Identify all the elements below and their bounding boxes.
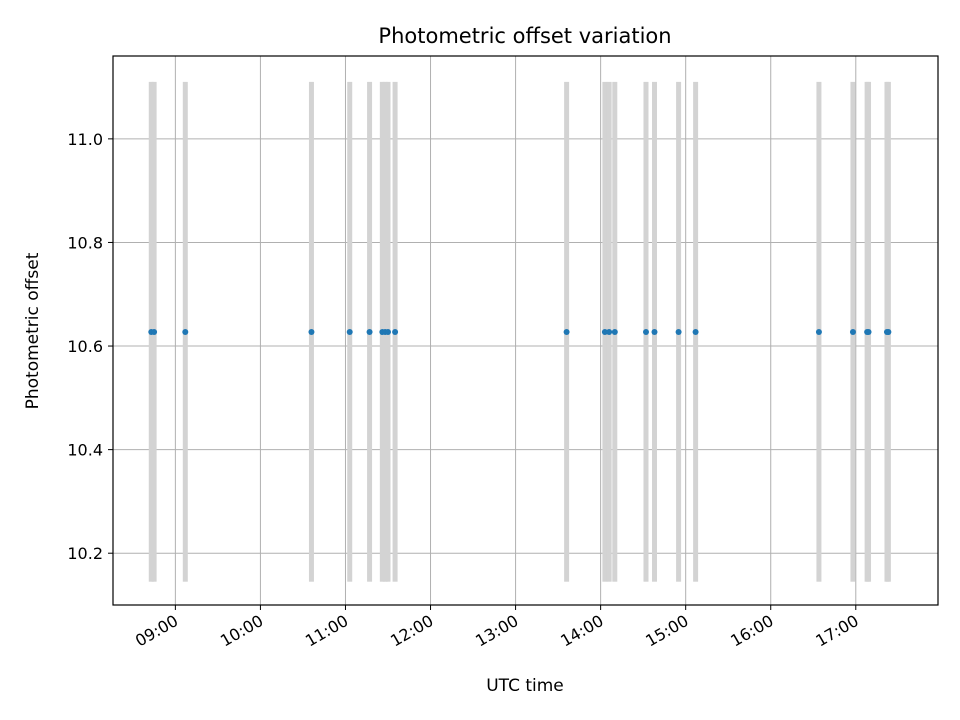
data-point: [611, 329, 618, 336]
data-point: [366, 329, 373, 336]
data-point: [385, 329, 391, 336]
data-point: [885, 329, 892, 336]
y-tick-label: 10.4: [67, 441, 103, 460]
data-point: [392, 329, 399, 336]
y-tick-label: 10.2: [67, 544, 103, 563]
data-point: [151, 329, 158, 336]
y-tick-label: 10.6: [67, 337, 103, 356]
data-point: [865, 329, 872, 336]
x-axis-label: UTC time: [486, 676, 564, 696]
data-point: [849, 329, 856, 336]
y-tick-label: 10.8: [67, 233, 103, 252]
data-point: [563, 329, 570, 336]
data-point: [606, 329, 613, 336]
data-point: [651, 329, 658, 336]
data-point: [182, 329, 189, 336]
data-point: [692, 329, 699, 336]
data-point: [308, 329, 315, 336]
y-axis-label: Photometric offset: [23, 252, 43, 409]
plot-frame: [112, 55, 939, 606]
data-point: [346, 329, 353, 336]
data-points: [148, 329, 892, 336]
y-axis-ticks: 10.2 10.4 10.6 10.8 11.0: [67, 130, 113, 563]
data-point: [601, 329, 608, 336]
data-point: [675, 329, 682, 336]
grid-lines: [113, 56, 938, 605]
data-point: [815, 329, 822, 336]
data-point: [642, 329, 649, 336]
y-tick-label: 11.0: [67, 130, 103, 149]
chart-title: Photometric offset variation: [378, 24, 671, 48]
